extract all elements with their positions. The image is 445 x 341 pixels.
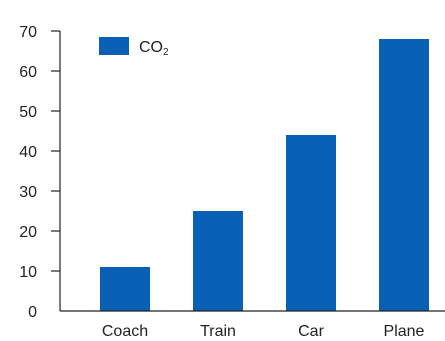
legend-label-subscript: 2 [163, 47, 169, 58]
y-tick-label-60: 60 [19, 64, 37, 81]
bar-car [286, 135, 336, 311]
y-tick-label-70: 70 [19, 24, 37, 41]
x-tick-label-train: Train [200, 323, 236, 340]
y-tick-label-50: 50 [19, 104, 37, 121]
y-tick-label-10: 10 [19, 264, 37, 281]
legend-swatch [99, 37, 129, 55]
x-axis-tick-labels: Coach Train Car Plane [102, 323, 425, 340]
bar-coach [100, 267, 150, 311]
x-tick-label-plane: Plane [384, 323, 425, 340]
y-tick-label-40: 40 [19, 144, 37, 161]
x-tick-label-coach: Coach [102, 323, 148, 340]
bars [100, 39, 429, 311]
legend-label-main: CO [139, 39, 163, 56]
bar-plane [379, 39, 429, 311]
legend: CO2 [99, 37, 169, 58]
legend-label: CO2 [139, 39, 169, 58]
y-tick-label-30: 30 [19, 184, 37, 201]
y-tick-label-20: 20 [19, 224, 37, 241]
bar-train [193, 211, 243, 311]
y-tick-label-0: 0 [28, 304, 37, 321]
x-tick-label-car: Car [298, 323, 324, 340]
y-axis-ticks: 0 10 20 30 40 50 60 70 [19, 24, 60, 321]
